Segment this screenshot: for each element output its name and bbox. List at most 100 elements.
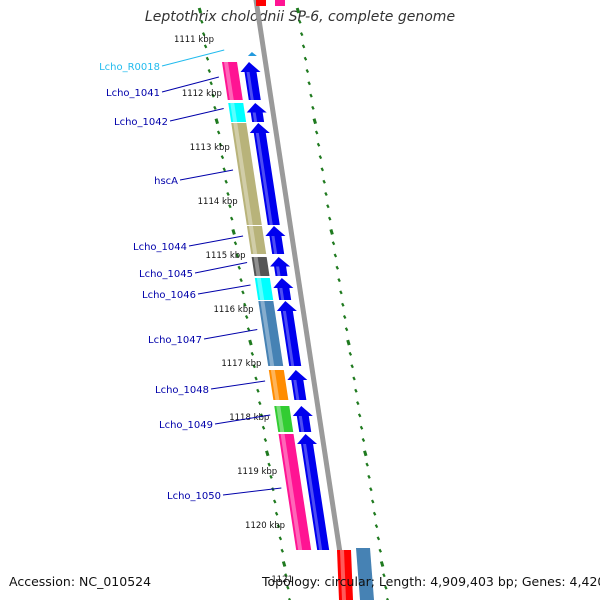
cds-arrow [240, 62, 261, 100]
inner-tick [235, 253, 240, 258]
feature-hsca [231, 123, 280, 225]
inner-tick [237, 265, 241, 270]
outer-tick [374, 524, 379, 529]
inner-tick [220, 155, 225, 160]
inner-tick [211, 93, 215, 98]
outer-tick [352, 376, 356, 381]
inner-tick [222, 167, 227, 172]
outer-tick [344, 327, 349, 332]
genome-title: Leptothrix cholodnii SP-6, complete geno… [144, 9, 456, 25]
outer-tick [357, 413, 362, 418]
leader-line [210, 380, 266, 390]
cds-arrow [276, 301, 302, 366]
feature-lcho-1050 [278, 434, 330, 550]
accession-label: Accession: NC_010524 [9, 574, 152, 589]
feature-labels: Lcho_R0018 Lcho_1041 Lcho_1042 hscA Lcho_104… [99, 49, 282, 502]
inner-tick [214, 118, 219, 125]
outer-tick [309, 93, 313, 98]
gene-block [222, 62, 243, 100]
inner-tick [244, 315, 249, 319]
outer-tick [299, 32, 304, 37]
gene-label: Lcho_R0018 [99, 62, 160, 73]
feature-lcho-r0018 [247, 52, 257, 56]
gene-block [258, 301, 284, 366]
outer-tick [341, 302, 345, 307]
outer-tick-ring [295, 7, 389, 600]
gene-label: Lcho_1048 [155, 385, 209, 396]
inner-tick [243, 302, 247, 307]
gene-label: hscA [154, 176, 178, 187]
outer-tick [342, 315, 347, 319]
inner-tick [226, 192, 230, 196]
inner-tick [252, 364, 256, 369]
outer-tick [318, 155, 323, 160]
outer-tick [333, 253, 338, 258]
outer-tick [312, 118, 317, 125]
outer-tick [295, 7, 301, 14]
leader-line [203, 329, 258, 340]
inner-tick [205, 56, 210, 61]
gene-block [251, 257, 270, 276]
inner-tick [265, 450, 270, 457]
feature-lcho-1047 [258, 301, 302, 366]
outer-tick [311, 105, 315, 110]
inner-tick [256, 388, 260, 393]
gene-label: Lcho_1050 [167, 491, 221, 502]
inner-tick [203, 44, 208, 49]
inner-tick [231, 228, 236, 235]
outer-tick [328, 216, 332, 221]
inner-tick [254, 376, 258, 381]
inner-tick [273, 499, 277, 504]
inner-tick [197, 7, 203, 14]
leader-line [197, 284, 251, 295]
adjacent-features-top [256, 0, 285, 6]
scale-tick-label: 1117 kbp [221, 359, 261, 369]
outer-tick [356, 401, 360, 406]
outer-tick [384, 585, 388, 590]
gene-block [228, 103, 247, 122]
cds-arrow [292, 406, 313, 432]
outer-tick [320, 167, 325, 172]
outer-tick [376, 536, 381, 541]
gene-label: Lcho_1049 [159, 420, 213, 431]
gene-block [274, 406, 294, 432]
backbone-line [253, 0, 350, 600]
gene-label: Lcho_1046 [142, 290, 196, 301]
outer-tick [322, 179, 326, 184]
outer-tick [324, 192, 328, 196]
outer-tick [369, 487, 373, 492]
outer-tick [298, 19, 302, 24]
outer-tick [365, 462, 369, 467]
outer-tick [346, 339, 351, 346]
gene-label: Lcho_1044 [133, 242, 187, 253]
inner-tick [239, 278, 243, 283]
feature-lcho-1049 [274, 406, 313, 432]
leader-line [188, 235, 244, 247]
inner-tick [274, 511, 279, 516]
scale-tick-label: 1114 kbp [198, 197, 238, 207]
outer-tick [382, 573, 386, 578]
gene-block [278, 434, 312, 550]
outer-tick [350, 364, 354, 369]
inner-tick [263, 438, 268, 442]
outer-tick [316, 142, 321, 147]
inner-tick [246, 327, 251, 332]
inner-tick [228, 204, 232, 209]
inner-tick [233, 241, 238, 246]
inner-tick [250, 351, 255, 356]
outer-tick [379, 561, 385, 567]
cds-arrow [297, 434, 330, 550]
rna-marker [247, 52, 257, 56]
outer-tick [326, 204, 330, 209]
inner-tick [230, 216, 234, 221]
cds-arrow [265, 226, 286, 254]
inner-tick [258, 401, 262, 406]
inner-tick [267, 462, 271, 467]
gene-block [268, 370, 289, 400]
inner-tick [213, 105, 217, 110]
inner-tick [248, 339, 253, 346]
leader-line [169, 108, 224, 122]
leader-line [194, 262, 248, 274]
outer-tick [354, 388, 358, 393]
